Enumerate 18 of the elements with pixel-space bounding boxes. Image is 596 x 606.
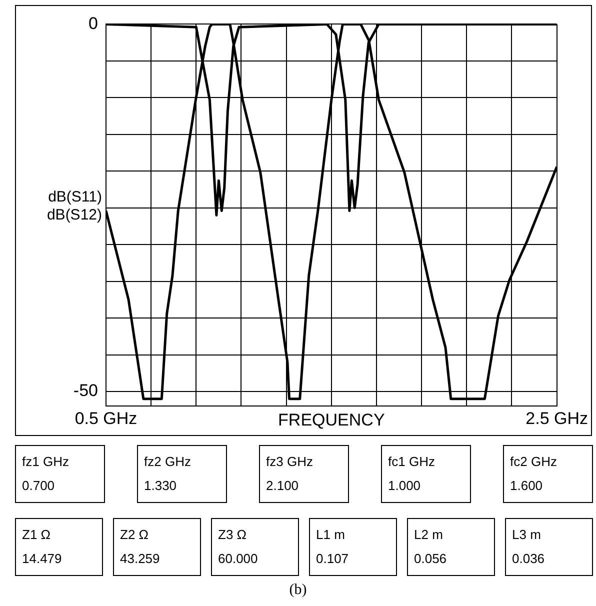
text: Z2 Ω 43.259 [113,518,201,576]
text: fc2 GHz 1.600 [503,445,593,503]
text: (b) [288,582,308,599]
x-tick-label: 0.5 GHz [74,409,138,428]
text: L3 m 0.036 [505,518,593,576]
text: Z1 Ω 14.479 [15,518,103,576]
y-tick-label: -50 [73,381,98,400]
text: L1 m 0.107 [309,518,397,576]
x-axis-title: FREQUENCY [278,410,385,430]
x-tick-label: 2.5 GHz [526,409,588,428]
text: fz1 GHz 0.700 [15,445,105,503]
text: L2 m 0.056 [407,518,495,576]
text: fz3 GHz 2.100 [259,445,349,503]
text: Z3 Ω 60.000 [211,518,299,576]
text: fz2 GHz 1.330 [137,445,227,503]
y-axis-title: dB(S11) dB(S12) [46,188,102,224]
text: fc1 GHz 1.000 [381,445,471,503]
y-tick-label: 0 [88,14,98,33]
